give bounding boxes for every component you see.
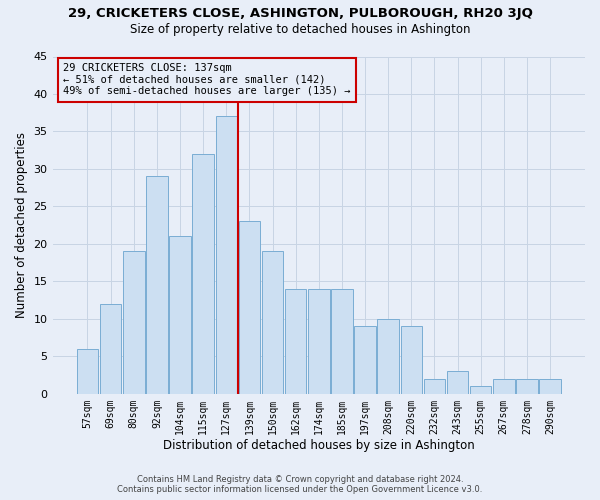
Bar — [308, 289, 329, 394]
Text: Size of property relative to detached houses in Ashington: Size of property relative to detached ho… — [130, 22, 470, 36]
Bar — [331, 289, 353, 394]
Bar — [262, 252, 283, 394]
Bar — [193, 154, 214, 394]
Bar — [146, 176, 167, 394]
Bar — [100, 304, 121, 394]
Text: Contains HM Land Registry data © Crown copyright and database right 2024.
Contai: Contains HM Land Registry data © Crown c… — [118, 474, 482, 494]
Bar — [354, 326, 376, 394]
Bar — [539, 379, 561, 394]
Bar — [215, 116, 237, 394]
Bar — [424, 379, 445, 394]
Bar — [377, 319, 399, 394]
Text: 29 CRICKETERS CLOSE: 137sqm
← 51% of detached houses are smaller (142)
49% of se: 29 CRICKETERS CLOSE: 137sqm ← 51% of det… — [63, 63, 350, 96]
Bar — [123, 252, 145, 394]
Bar — [516, 379, 538, 394]
Y-axis label: Number of detached properties: Number of detached properties — [15, 132, 28, 318]
Bar — [401, 326, 422, 394]
Bar — [470, 386, 491, 394]
Bar — [239, 222, 260, 394]
Bar — [447, 372, 468, 394]
X-axis label: Distribution of detached houses by size in Ashington: Distribution of detached houses by size … — [163, 440, 475, 452]
Text: 29, CRICKETERS CLOSE, ASHINGTON, PULBOROUGH, RH20 3JQ: 29, CRICKETERS CLOSE, ASHINGTON, PULBORO… — [68, 8, 532, 20]
Bar — [77, 349, 98, 394]
Bar — [285, 289, 307, 394]
Bar — [493, 379, 515, 394]
Bar — [169, 236, 191, 394]
